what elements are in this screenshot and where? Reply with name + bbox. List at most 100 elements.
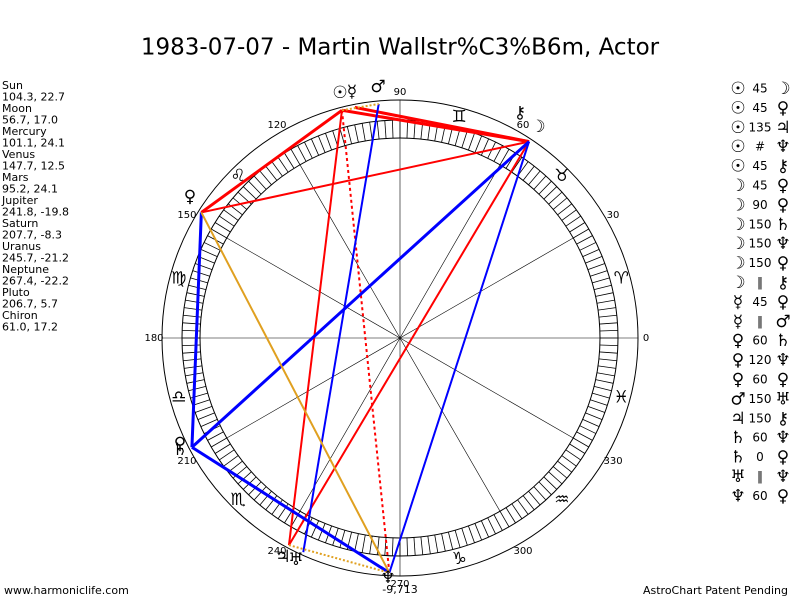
sign-glyph: ♎ bbox=[171, 387, 186, 407]
aspect-p1: ♆ bbox=[730, 486, 745, 506]
hatch bbox=[346, 126, 353, 145]
aspect-p1: ♄ bbox=[730, 428, 745, 448]
aspect-p1: ☽ bbox=[730, 234, 745, 254]
hatch bbox=[585, 255, 603, 264]
aspect-line bbox=[190, 140, 531, 449]
hatch bbox=[185, 299, 204, 304]
hatch bbox=[569, 443, 586, 454]
hatch bbox=[219, 215, 235, 227]
aspect-p1: ☽ bbox=[730, 273, 745, 293]
planet-name: Chiron bbox=[2, 309, 38, 322]
hatch bbox=[576, 235, 593, 245]
aspect-p2: ♀ bbox=[777, 448, 789, 468]
hatch bbox=[557, 203, 573, 216]
hatch bbox=[543, 476, 558, 490]
hatch bbox=[406, 120, 409, 139]
aspect-p1: ☉ bbox=[730, 98, 745, 118]
hatch bbox=[599, 322, 618, 325]
hatch bbox=[587, 263, 605, 270]
aspect-type: ‖ bbox=[757, 276, 763, 290]
hatch bbox=[277, 157, 289, 173]
aspect-p2: ♀ bbox=[777, 176, 789, 196]
aspect-p1: ☉ bbox=[730, 137, 745, 157]
aspect-type: 150 bbox=[749, 217, 772, 231]
hatch bbox=[427, 535, 431, 554]
planet-glyph: ☉ bbox=[332, 83, 347, 103]
sign-glyph: ♌ bbox=[230, 166, 245, 186]
aspect-p1: ☉ bbox=[730, 79, 745, 99]
hatch bbox=[587, 406, 605, 413]
hatch bbox=[253, 175, 267, 190]
hatch bbox=[528, 170, 541, 186]
sign-glyph: ♉ bbox=[554, 166, 569, 186]
planet-glyph: ⚷ bbox=[514, 103, 526, 123]
aspect-line bbox=[388, 141, 530, 574]
aspect-p1: ♄ bbox=[730, 448, 745, 468]
spoke bbox=[299, 164, 401, 339]
aspect-p2: ♀ bbox=[777, 98, 789, 118]
aspect-line bbox=[287, 110, 343, 546]
aspect-type: 90 bbox=[752, 198, 767, 212]
hatch bbox=[565, 449, 581, 461]
aspect-p1: ☉ bbox=[730, 157, 745, 177]
aspect-type: 0 bbox=[756, 450, 764, 464]
planet-name: Jupiter bbox=[1, 194, 38, 207]
hatch bbox=[184, 307, 203, 311]
aspect-type: 45 bbox=[752, 179, 767, 193]
planet-coords: 61.0, 17.2 bbox=[2, 321, 58, 334]
planet-name: Moon bbox=[2, 102, 32, 115]
hatch bbox=[237, 471, 252, 485]
aspect-p1: ♀ bbox=[732, 370, 744, 390]
aspect-type: 150 bbox=[749, 411, 772, 425]
hatch bbox=[480, 520, 490, 538]
hatch bbox=[548, 471, 563, 485]
hatch bbox=[499, 149, 510, 165]
hatch bbox=[595, 379, 614, 384]
aspect-type: 150 bbox=[749, 392, 772, 406]
hatch bbox=[579, 425, 597, 434]
aspect-p2: ♀ bbox=[777, 486, 789, 506]
hatch bbox=[522, 165, 535, 181]
planet-glyph: ♆ bbox=[380, 568, 395, 588]
hatch bbox=[391, 120, 394, 139]
aspect-type: 120 bbox=[749, 353, 772, 367]
planet-glyph: ☽ bbox=[530, 117, 545, 137]
aspect-p1: ☽ bbox=[730, 215, 745, 235]
sign-glyph: ♓ bbox=[614, 387, 629, 407]
spoke bbox=[399, 164, 501, 339]
sign-glyph: ♒ bbox=[554, 490, 569, 510]
hatch bbox=[354, 533, 359, 552]
aspect-type: ‖ bbox=[757, 314, 763, 328]
aspect-line bbox=[200, 211, 391, 574]
hatch bbox=[413, 537, 416, 556]
hatch bbox=[304, 141, 313, 159]
aspect-type: 60 bbox=[752, 334, 767, 348]
footer-right: AstroChart Patent Pending bbox=[643, 584, 788, 597]
aspect-p2: ♆ bbox=[775, 351, 790, 371]
aspect-p2: ♂ bbox=[775, 312, 790, 332]
hatch bbox=[487, 517, 496, 535]
hatch bbox=[593, 284, 612, 291]
planet-glyph: ♂ bbox=[370, 77, 385, 97]
hatch bbox=[493, 514, 503, 531]
hatch bbox=[447, 531, 454, 550]
hatch bbox=[576, 431, 593, 441]
degree-label: 90 bbox=[394, 87, 407, 98]
hatch bbox=[511, 503, 523, 519]
planet-coords: 147.7, 12.5 bbox=[2, 160, 65, 173]
hatch bbox=[552, 466, 568, 479]
planet-name: Mercury bbox=[2, 125, 47, 138]
hatch bbox=[223, 455, 239, 467]
aspect-line bbox=[191, 445, 391, 575]
aspect-p1: ♀ bbox=[732, 331, 744, 351]
hatch bbox=[474, 135, 483, 153]
hatch bbox=[582, 248, 600, 258]
hatch bbox=[461, 528, 468, 546]
planet-name: Saturn bbox=[2, 217, 38, 230]
hatch bbox=[597, 365, 616, 369]
degree-label: 0 bbox=[643, 333, 649, 344]
planet-coords: 56.7, 17.0 bbox=[2, 114, 58, 127]
degree-label: 180 bbox=[144, 333, 163, 344]
hatch bbox=[596, 299, 615, 304]
hatch bbox=[339, 128, 346, 146]
